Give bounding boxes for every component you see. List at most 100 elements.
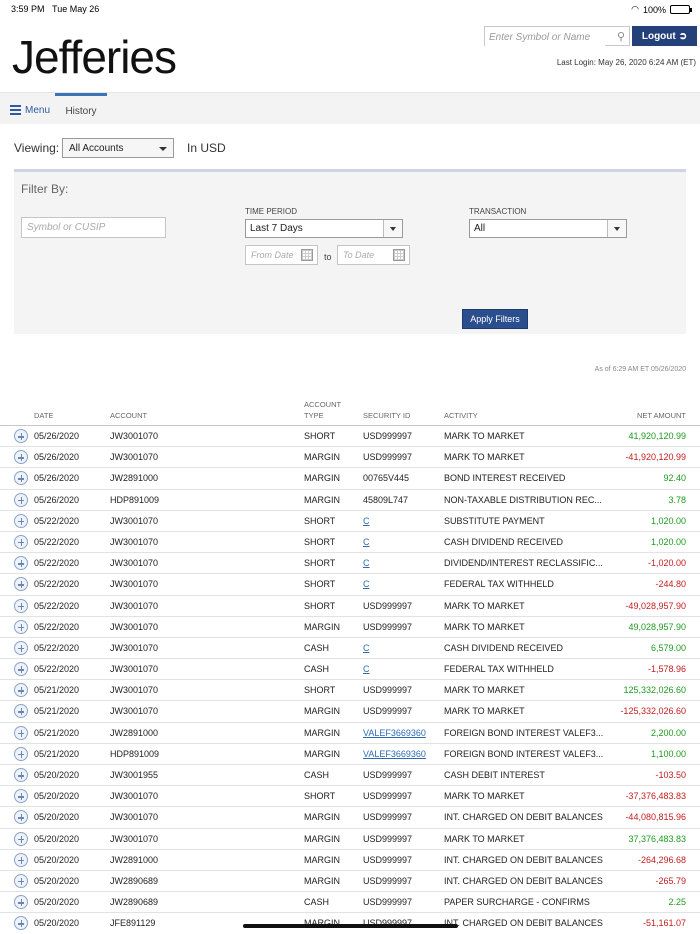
row-activity: MARK TO MARKET: [444, 685, 525, 696]
row-account-type: SHORT: [304, 791, 336, 802]
expand-row-icon[interactable]: [14, 598, 28, 613]
row-security-id[interactable]: C: [363, 579, 370, 590]
from-date-input[interactable]: From Date: [245, 245, 318, 265]
table-row[interactable]: 05/22/2020 JW3001070 MARGIN USD999997 MARK T…: [0, 617, 700, 638]
table-row[interactable]: 05/21/2020 JW3001070 SHORT USD999997 MARK TO…: [0, 680, 700, 702]
table-row[interactable]: 05/22/2020 JW3001070 SHORT C SUBSTITUTE PAYM…: [0, 511, 700, 532]
table-row[interactable]: 05/20/2020 JW3001070 MARGIN USD999997 INT. C…: [0, 807, 700, 829]
table-row[interactable]: 05/20/2020 JW3001070 SHORT USD999997 MARK TO…: [0, 786, 700, 808]
jefferies-logo[interactable]: Jefferies: [12, 31, 177, 83]
table-row[interactable]: 05/21/2020 JW2891000 MARGIN VALEF3669360 FOR…: [0, 723, 700, 744]
expand-row-icon[interactable]: [14, 916, 28, 931]
transaction-value: All: [474, 223, 486, 234]
row-account: JW3001070: [110, 664, 159, 675]
table-row[interactable]: 05/22/2020 JW3001070 SHORT C FEDERAL TAX WIT…: [0, 574, 700, 596]
expand-row-icon[interactable]: [14, 534, 28, 549]
row-date: 05/26/2020: [34, 494, 80, 505]
table-row[interactable]: 05/26/2020 JW3001070 MARGIN USD999997 MARK T…: [0, 447, 700, 469]
col-security-id[interactable]: SECURITY ID: [363, 411, 411, 420]
wifi-icon: ◠: [631, 4, 639, 14]
row-net-amount: 125,332,026.60: [623, 685, 686, 696]
battery-icon: [670, 5, 692, 14]
row-security-id[interactable]: VALEF3669360: [363, 727, 426, 738]
row-date: 05/22/2020: [34, 536, 80, 547]
table-row[interactable]: 05/22/2020 JW3001070 SHORT C DIVIDEND/INTERE…: [0, 553, 700, 575]
expand-row-icon[interactable]: [14, 895, 28, 910]
table-row[interactable]: 05/22/2020 JW3001070 SHORT C CASH DIVIDEND R…: [0, 532, 700, 554]
row-net-amount: -125,332,026.60: [620, 706, 686, 717]
expand-row-icon[interactable]: [14, 746, 28, 761]
symbol-cusip-input[interactable]: [21, 217, 166, 238]
expand-row-icon[interactable]: [14, 492, 28, 507]
to-date-input[interactable]: To Date: [337, 245, 410, 265]
row-net-amount: -1,020.00: [647, 558, 686, 569]
time-period-label: TIME PERIOD: [245, 207, 298, 216]
expand-row-icon[interactable]: [14, 577, 28, 592]
expand-row-icon[interactable]: [14, 619, 28, 634]
table-row[interactable]: 05/26/2020 JW2891000 MARGIN 00765V445 BOND I…: [0, 468, 700, 490]
expand-row-icon[interactable]: [14, 450, 28, 465]
tab-history[interactable]: History: [55, 93, 107, 125]
expand-row-icon[interactable]: [14, 831, 28, 846]
symbol-search-input[interactable]: [485, 28, 605, 47]
table-row[interactable]: 05/26/2020 JW3001070 SHORT USD999997 MARK TO…: [0, 426, 700, 448]
table-row[interactable]: 05/26/2020 HDP891009 MARGIN 45809L747 NON-TA…: [0, 490, 700, 511]
logout-button[interactable]: Logout ➲: [632, 26, 697, 46]
table-row[interactable]: 05/22/2020 JW3001070 CASH C FEDERAL TAX WITH…: [0, 659, 700, 681]
row-security-id[interactable]: C: [363, 642, 370, 653]
expand-row-icon[interactable]: [14, 429, 28, 443]
col-net-amount[interactable]: NET AMOUNT: [636, 411, 686, 420]
row-security-id: USD999997: [363, 431, 413, 441]
col-date[interactable]: DATE: [34, 411, 54, 420]
expand-row-icon[interactable]: [14, 662, 28, 677]
row-security-id[interactable]: C: [363, 664, 370, 675]
table-row[interactable]: 05/20/2020 JW2891000 MARGIN USD999997 INT. C…: [0, 850, 700, 871]
expand-row-icon[interactable]: [14, 704, 28, 719]
symbol-search-box[interactable]: ⚲: [484, 26, 630, 47]
transaction-select[interactable]: All: [469, 219, 627, 238]
expand-row-icon[interactable]: [14, 789, 28, 804]
table-row[interactable]: 05/22/2020 JW3001070 CASH C CASH DIVIDEND RE…: [0, 638, 700, 660]
row-account-type: MARGIN: [304, 854, 340, 865]
table-row[interactable]: 05/20/2020 JW2890689 CASH USD999997 PAPER SU…: [0, 892, 700, 914]
row-security-id[interactable]: C: [363, 515, 370, 526]
calendar-icon[interactable]: [301, 249, 313, 261]
search-icon[interactable]: ⚲: [616, 31, 625, 43]
col-account-type[interactable]: ACCOUNT TYPE: [304, 400, 342, 420]
row-net-amount: 6,579.00: [650, 642, 686, 653]
expand-row-icon[interactable]: [14, 852, 28, 867]
row-net-amount: -41,920,120.99: [625, 452, 686, 463]
account-select[interactable]: All Accounts: [62, 138, 174, 158]
expand-row-icon[interactable]: [14, 471, 28, 486]
table-row[interactable]: 05/21/2020 JW3001070 MARGIN USD999997 MARK T…: [0, 701, 700, 723]
menu-button[interactable]: Menu: [10, 103, 50, 117]
row-account-type: SHORT: [304, 431, 336, 441]
expand-row-icon[interactable]: [14, 810, 28, 825]
apply-filters-button[interactable]: Apply Filters: [462, 309, 528, 329]
filter-title: Filter By:: [21, 182, 69, 196]
col-activity[interactable]: ACTIVITY: [444, 411, 478, 420]
expand-row-icon[interactable]: [14, 873, 28, 888]
table-row[interactable]: 05/21/2020 HDP891009 MARGIN VALEF3669360 FOR…: [0, 744, 700, 765]
calendar-icon[interactable]: [393, 249, 405, 261]
expand-row-icon[interactable]: [14, 725, 28, 740]
table-row[interactable]: 05/20/2020 JW2890689 MARGIN USD999997 INT. C…: [0, 871, 700, 893]
row-account: HDP891009: [110, 748, 160, 759]
time-period-select[interactable]: Last 7 Days: [245, 219, 403, 238]
row-date: 05/21/2020: [34, 685, 80, 696]
expand-row-icon[interactable]: [14, 683, 28, 698]
row-security-id[interactable]: VALEF3669360: [363, 748, 426, 759]
expand-row-icon[interactable]: [14, 513, 28, 528]
col-account[interactable]: ACCOUNT: [110, 411, 148, 420]
row-date: 05/20/2020: [34, 875, 80, 886]
table-row[interactable]: 05/20/2020 JW3001955 CASH USD999997 CASH DEB…: [0, 765, 700, 787]
expand-row-icon[interactable]: [14, 556, 28, 571]
table-row[interactable]: 05/20/2020 JW3001070 MARGIN USD999997 MARK T…: [0, 829, 700, 850]
expand-row-icon[interactable]: [14, 640, 28, 655]
row-security-id[interactable]: C: [363, 536, 370, 547]
row-security-id[interactable]: C: [363, 558, 370, 569]
row-account-type: MARGIN: [304, 727, 340, 738]
expand-row-icon[interactable]: [14, 768, 28, 782]
row-date: 05/20/2020: [34, 770, 80, 780]
table-row[interactable]: 05/22/2020 JW3001070 SHORT USD999997 MARK TO…: [0, 596, 700, 617]
